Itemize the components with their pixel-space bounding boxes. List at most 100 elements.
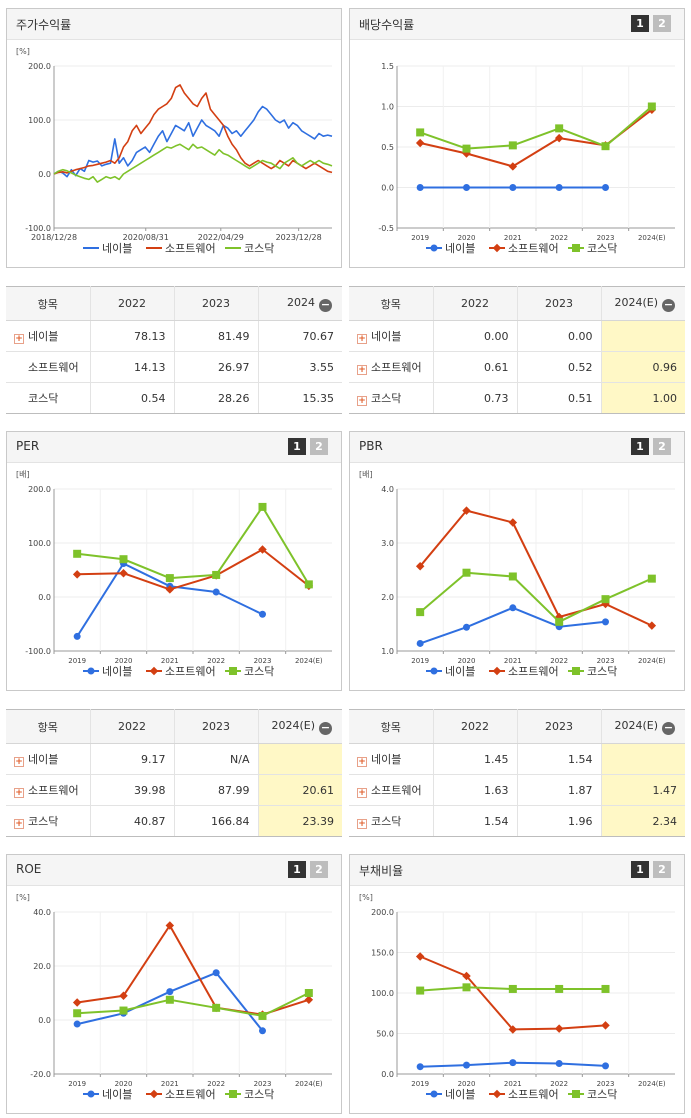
x-tick-label: 2023 xyxy=(597,1080,615,1088)
page-1-button[interactable]: 1 xyxy=(631,438,649,455)
data-point xyxy=(259,610,266,618)
table-cell: 39.98 xyxy=(90,774,175,806)
legend: 네이블 소프트웨어 코스닥 xyxy=(426,1088,617,1101)
legend-marker xyxy=(87,667,95,675)
row-label: + 소프트웨어 xyxy=(349,774,434,806)
panel-title: PBR xyxy=(359,439,383,453)
legend-label: 네이블 xyxy=(445,665,475,678)
page-2-button[interactable]: 2 xyxy=(310,861,328,878)
expand-icon[interactable]: + xyxy=(14,788,24,798)
collapse-icon[interactable]: − xyxy=(662,297,675,312)
table-cell: 2.34 xyxy=(601,805,685,837)
table-pbr: 항목 2022 2023 2024(E) − + 네이블 1.45 1.54 + 소프트웨어 1.63… xyxy=(349,709,685,837)
page-1-button[interactable]: 1 xyxy=(631,861,649,878)
panel-title: PER xyxy=(16,439,40,453)
row-label: + 네이블 xyxy=(6,320,91,352)
column-header-label: 2023 xyxy=(545,297,573,310)
page-1-button[interactable]: 1 xyxy=(631,15,649,32)
table-cell: 1.63 xyxy=(433,774,518,806)
data-point xyxy=(647,574,656,583)
x-tick-label: 2020 xyxy=(458,657,476,665)
expand-icon[interactable]: + xyxy=(14,819,24,829)
data-point xyxy=(555,617,564,626)
page-1-button[interactable]: 1 xyxy=(288,861,306,878)
data-point xyxy=(509,604,517,612)
data-point xyxy=(508,984,517,993)
table-row: + 네이블 1.45 1.54 xyxy=(349,743,685,775)
table-cell: 1.54 xyxy=(433,805,518,837)
table-cell: 87.99 xyxy=(174,774,259,806)
column-header-label: 2022 xyxy=(118,720,146,733)
data-point xyxy=(462,506,471,515)
x-tick-label: 2021 xyxy=(504,234,522,242)
unit-label: [배] xyxy=(359,470,373,479)
expand-icon[interactable]: + xyxy=(357,334,367,344)
table-row: + 네이블 78.13 81.49 70.67 xyxy=(6,320,342,352)
data-point xyxy=(462,983,471,992)
data-point xyxy=(416,184,424,191)
table-cell: 0.52 xyxy=(517,351,602,383)
y-tick-label: 0.0 xyxy=(38,1016,51,1025)
data-point xyxy=(462,568,471,577)
y-tick-label: -20.0 xyxy=(30,1070,51,1079)
unit-label: [배] xyxy=(16,470,30,479)
series-line-2 xyxy=(77,992,310,1017)
page-2-button[interactable]: 2 xyxy=(653,438,671,455)
column-header: 2024(E) − xyxy=(258,709,342,744)
legend-marker xyxy=(149,666,159,676)
data-point xyxy=(416,128,425,137)
row-label: + 네이블 xyxy=(6,743,91,775)
page-2-button[interactable]: 2 xyxy=(653,15,671,32)
y-tick-label: 3.0 xyxy=(381,539,394,548)
column-header: 2022 xyxy=(90,286,175,321)
legend-label: 코스닥 xyxy=(587,1088,617,1101)
data-point xyxy=(73,1020,81,1028)
table-row: + 코스닥 0.73 0.51 1.00 xyxy=(349,382,685,414)
legend-label: 네이블 xyxy=(102,665,132,678)
expand-icon[interactable]: + xyxy=(357,788,367,798)
expand-icon[interactable]: + xyxy=(357,365,367,375)
column-header: 항목 xyxy=(349,286,434,321)
data-point xyxy=(462,144,471,153)
row-label: + 네이블 xyxy=(349,320,434,352)
x-tick-label: 2023 xyxy=(597,657,615,665)
row-name: 코스닥 xyxy=(28,392,59,405)
x-tick-label: 2023/12/28 xyxy=(276,233,322,242)
row-name: 소프트웨어 xyxy=(371,784,422,797)
legend: 네이블 소프트웨어 코스닥 xyxy=(83,1088,274,1101)
row-label: + 네이블 xyxy=(349,743,434,775)
page-2-button[interactable]: 2 xyxy=(653,861,671,878)
legend-marker xyxy=(430,1090,438,1098)
table-cell: 9.17 xyxy=(90,743,175,775)
collapse-icon[interactable]: − xyxy=(662,720,675,735)
column-header: 2024(E) − xyxy=(601,286,685,321)
series-line-2 xyxy=(77,505,310,585)
data-point xyxy=(416,608,425,617)
collapse-icon[interactable]: − xyxy=(319,297,332,312)
expand-icon[interactable]: + xyxy=(357,757,367,767)
row-name: 네이블 xyxy=(28,753,59,766)
data-point xyxy=(304,989,313,997)
expand-icon[interactable]: + xyxy=(14,757,24,767)
series-line-2 xyxy=(419,105,653,150)
data-point xyxy=(463,1061,470,1069)
column-header-label: 2024(E) xyxy=(271,718,315,732)
table-cell: 40.87 xyxy=(90,805,175,837)
expand-icon[interactable]: + xyxy=(357,819,367,829)
collapse-icon[interactable]: − xyxy=(319,720,332,735)
x-tick-label: 2019 xyxy=(411,1080,429,1088)
data-point xyxy=(304,580,313,589)
expand-icon[interactable]: + xyxy=(14,334,24,344)
data-point xyxy=(212,570,221,579)
table-cell: 20.61 xyxy=(258,774,342,806)
table-cell: 14.13 xyxy=(90,351,175,383)
table-cell: 70.67 xyxy=(258,320,342,352)
legend-label: 소프트웨어 xyxy=(165,665,216,678)
panel-header: PER 1 2 xyxy=(7,432,341,463)
expand-icon[interactable]: + xyxy=(357,396,367,406)
column-header-label: 2024 xyxy=(287,295,315,309)
x-tick-label: 2022 xyxy=(207,657,225,665)
page-1-button[interactable]: 1 xyxy=(288,438,306,455)
page-2-button[interactable]: 2 xyxy=(310,438,328,455)
table-cell: 23.39 xyxy=(258,805,342,837)
